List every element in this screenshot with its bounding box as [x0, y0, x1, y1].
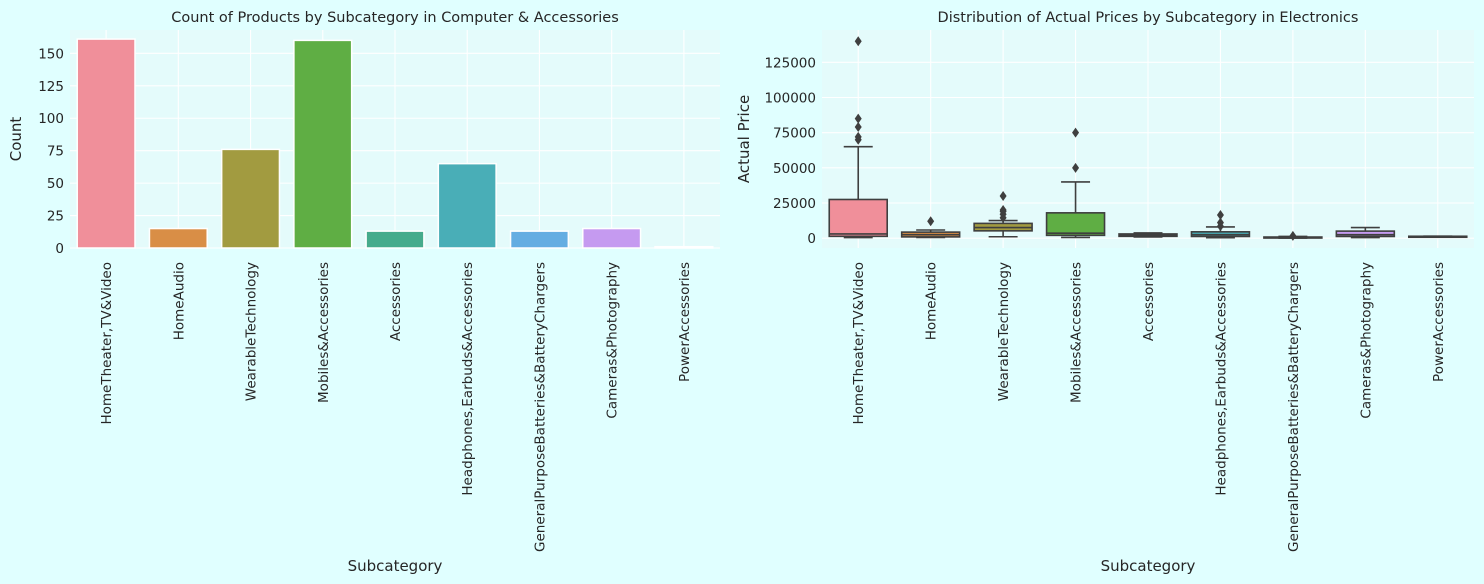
y-tick-label: 0 [55, 241, 64, 257]
bar [76, 38, 136, 249]
bar [509, 230, 570, 249]
y-tick-label: 100 [38, 111, 64, 127]
y-tick-label: 50000 [773, 161, 816, 177]
box [1263, 230, 1323, 241]
box-x-ticks: HomeTheater,TV&Video HomeAudio WearableTec… [851, 262, 1447, 552]
box [1045, 127, 1106, 239]
box-body [1045, 212, 1106, 237]
box [1118, 232, 1178, 238]
y-tick-label: 50 [47, 176, 64, 192]
y-tick-label: 125000 [764, 55, 816, 71]
x-tick-label: GeneralPurposeBatteries&BatteryChargers [1286, 262, 1302, 552]
bar-marks [76, 38, 714, 249]
outlier-point [1072, 162, 1080, 173]
outlier-point [854, 131, 862, 142]
bar-x-ticks: HomeTheater,TV&Video HomeAudio WearableTec… [99, 262, 693, 552]
box [973, 190, 1033, 238]
x-tick-label: Accessories [1141, 262, 1157, 341]
y-tick-label: 75000 [773, 126, 816, 142]
y-tick-label: 150 [38, 46, 64, 62]
box [828, 36, 889, 239]
outlier-point [927, 216, 935, 227]
box [1408, 235, 1468, 239]
box-body [828, 198, 889, 238]
box-y-axis-label: Actual Price [735, 95, 753, 183]
x-tick-label: Headphones,Earbuds&Accessories [1213, 262, 1229, 496]
bar [293, 39, 353, 249]
outlier-point [1216, 217, 1224, 228]
y-tick-label: 100000 [764, 91, 816, 107]
box-y-ticks: 0 25000 50000 75000 100000 125000 [764, 55, 816, 247]
outlier-point [854, 113, 862, 124]
x-tick-label: HomeAudio [171, 262, 187, 340]
bar-chart-title: Count of Products by Subcategory in Comp… [171, 10, 619, 26]
x-tick-label: WearableTechnology [244, 262, 260, 401]
y-tick-label: 75 [47, 144, 64, 160]
box [900, 216, 961, 239]
outlier-point [1072, 127, 1080, 138]
bar [148, 227, 208, 249]
x-tick-label: Mobiles&Accessories [316, 262, 332, 403]
box [1190, 209, 1251, 239]
box-chart-title: Distribution of Actual Prices by Subcate… [938, 10, 1359, 26]
bar-y-axis-label: Count [7, 117, 25, 162]
x-tick-label: Cameras&Photography [1358, 262, 1374, 419]
x-tick-label: GeneralPurposeBatteries&BatteryChargers [532, 262, 548, 552]
bar [654, 245, 714, 249]
x-tick-label: HomeAudio [924, 262, 940, 340]
x-tick-label: WearableTechnology [996, 262, 1012, 401]
outlier-point [999, 190, 1007, 201]
bar [582, 227, 642, 249]
bar-y-ticks: 0 25 50 75 100 125 150 [38, 46, 64, 257]
y-tick-label: 25000 [773, 196, 816, 212]
x-tick-label: Headphones,Earbuds&Accessories [460, 262, 476, 496]
x-tick-label: Mobiles&Accessories [1069, 262, 1085, 403]
bar [437, 162, 497, 249]
bar [365, 230, 425, 249]
outlier-point [1289, 230, 1297, 241]
bar-x-axis-label: Subcategory [348, 557, 443, 575]
x-tick-label: HomeTheater,TV&Video [99, 262, 115, 425]
box-marks [828, 36, 1468, 241]
x-tick-label: Cameras&Photography [605, 262, 621, 419]
box-x-axis-label: Subcategory [1101, 557, 1196, 575]
box-chart: 0 25000 50000 75000 100000 125000 HomeTheater… [735, 10, 1474, 575]
outlier-point [999, 205, 1007, 216]
outlier-point [1216, 209, 1224, 220]
y-tick-label: 0 [807, 231, 816, 247]
x-tick-label: PowerAccessories [677, 262, 693, 382]
y-tick-label: 25 [47, 209, 64, 225]
x-tick-label: PowerAccessories [1431, 262, 1447, 382]
bar [220, 148, 281, 249]
y-tick-label: 125 [38, 79, 64, 95]
x-tick-label: HomeTheater,TV&Video [851, 262, 867, 425]
x-tick-label: Accessories [388, 262, 404, 341]
box [1335, 226, 1396, 239]
outlier-point [854, 122, 862, 133]
outlier-point [854, 36, 862, 47]
box-body [1335, 230, 1396, 238]
